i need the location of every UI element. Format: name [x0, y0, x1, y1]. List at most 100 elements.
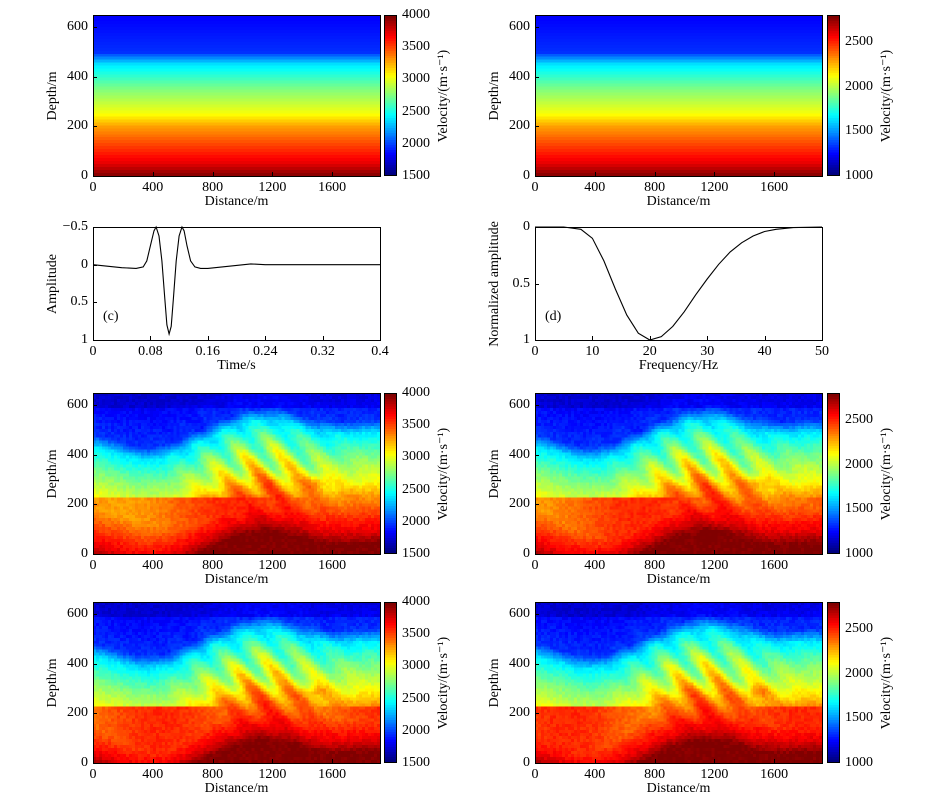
x-tick	[535, 759, 536, 763]
y-tick	[535, 126, 539, 128]
x-tick	[93, 336, 94, 340]
plot-frame	[535, 602, 823, 764]
colorbar-tick-label: 1000	[845, 168, 873, 183]
heatmap	[535, 393, 822, 554]
y-tick-label: 1	[523, 332, 530, 347]
heatmap	[93, 602, 380, 763]
plot-frame	[93, 15, 381, 177]
x-tick-label: 800	[644, 180, 666, 195]
x-tick-label: 800	[202, 180, 224, 195]
x-axis-label: Distance/m	[204, 572, 269, 587]
plot-frame	[535, 15, 823, 177]
x-tick-label: 0	[531, 558, 539, 573]
plot-frame	[535, 227, 823, 341]
x-tick-label: 800	[202, 558, 224, 573]
colorbar-tick-label: 1000	[845, 546, 873, 561]
y-tick	[535, 340, 539, 341]
x-tick-label: 1600	[318, 767, 347, 782]
x-tick	[649, 336, 651, 340]
colorbar-tick-label: 2000	[402, 513, 430, 529]
x-tick-label: 1200	[258, 180, 287, 195]
heatmap	[93, 393, 380, 554]
colorbar-tick-label: 3000	[402, 71, 430, 87]
y-axis-label: Depth/m	[487, 449, 502, 498]
x-tick-label: 40	[757, 344, 772, 359]
y-tick	[535, 554, 539, 555]
colorbar-tick-label: 1500	[402, 168, 430, 183]
y-tick	[535, 76, 539, 78]
x-tick-label: 0.32	[310, 344, 335, 359]
y-tick	[93, 504, 97, 506]
panel-label: (c)	[103, 309, 119, 324]
x-tick-label: 0	[531, 767, 539, 782]
x-tick	[774, 550, 776, 554]
plot-frame	[93, 227, 381, 341]
x-tick	[93, 759, 94, 763]
y-tick-label: 0	[81, 256, 88, 272]
y-tick-label: 400	[67, 68, 88, 84]
x-tick	[764, 336, 766, 340]
colorbar-tick-label: 3500	[402, 626, 430, 642]
colorbar-label: Velocity/(m·s⁻¹)	[879, 636, 894, 729]
colorbar-tick-label: 4000	[402, 594, 430, 609]
colorbar	[384, 393, 397, 554]
colorbar-tick-label: 1500	[402, 546, 430, 561]
x-tick-label: 400	[584, 767, 606, 782]
x-tick	[654, 550, 656, 554]
x-axis-label: Distance/m	[646, 781, 711, 796]
heatmap	[535, 602, 822, 763]
colorbar-tick-label: 3500	[402, 417, 430, 433]
x-tick	[654, 759, 656, 763]
y-tick-label: 0	[81, 755, 88, 770]
y-axis-label: Normalized amplitude	[487, 220, 502, 347]
y-tick-label: 600	[67, 19, 88, 35]
y-tick	[93, 454, 97, 456]
x-tick	[714, 172, 716, 176]
y-tick-label: 600	[509, 397, 530, 413]
colorbar-tick-label: 2500	[845, 620, 873, 636]
y-tick-label: 0	[81, 168, 88, 183]
y-tick-label: 400	[509, 68, 530, 84]
y-tick	[535, 663, 539, 665]
x-tick-label: 0	[531, 344, 539, 359]
y-tick-label: 600	[67, 397, 88, 413]
x-tick-label: 1200	[258, 767, 287, 782]
y-tick-label: 1	[81, 332, 88, 347]
x-tick	[714, 759, 716, 763]
x-tick-label: 0	[89, 344, 97, 359]
x-tick	[152, 550, 154, 554]
colorbar	[827, 15, 840, 176]
colorbar-tick-label: 2000	[845, 78, 873, 94]
colorbar-tick-label: 2000	[402, 135, 430, 151]
x-axis-label: Distance/m	[646, 572, 711, 587]
x-tick	[212, 172, 214, 176]
colorbar-tick-label: 2500	[845, 33, 873, 49]
x-tick	[774, 172, 776, 176]
colorbar-tick-label: 1500	[845, 501, 873, 517]
panel-label: (d)	[545, 309, 562, 324]
x-tick-label: 0.08	[138, 344, 163, 359]
y-tick-label: 600	[509, 19, 530, 35]
heatmap	[93, 15, 380, 176]
y-tick-label: 0	[523, 755, 530, 770]
x-tick-label: 400	[142, 180, 164, 195]
y-axis-label: Depth/m	[45, 658, 60, 707]
x-tick-label: 400	[142, 767, 164, 782]
x-tick	[152, 172, 154, 176]
y-tick-label: −0.5	[62, 219, 88, 234]
y-tick	[535, 504, 539, 506]
x-tick	[332, 550, 334, 554]
y-tick	[535, 176, 539, 177]
series-line	[535, 226, 823, 341]
x-axis-label: Time/s	[217, 358, 256, 373]
x-tick	[822, 336, 823, 340]
y-tick	[93, 554, 97, 555]
y-tick	[535, 454, 539, 456]
y-tick	[93, 126, 97, 128]
plot-frame	[535, 393, 823, 555]
y-tick	[93, 663, 97, 665]
y-axis-label: Depth/m	[45, 449, 60, 498]
colorbar	[384, 602, 397, 763]
